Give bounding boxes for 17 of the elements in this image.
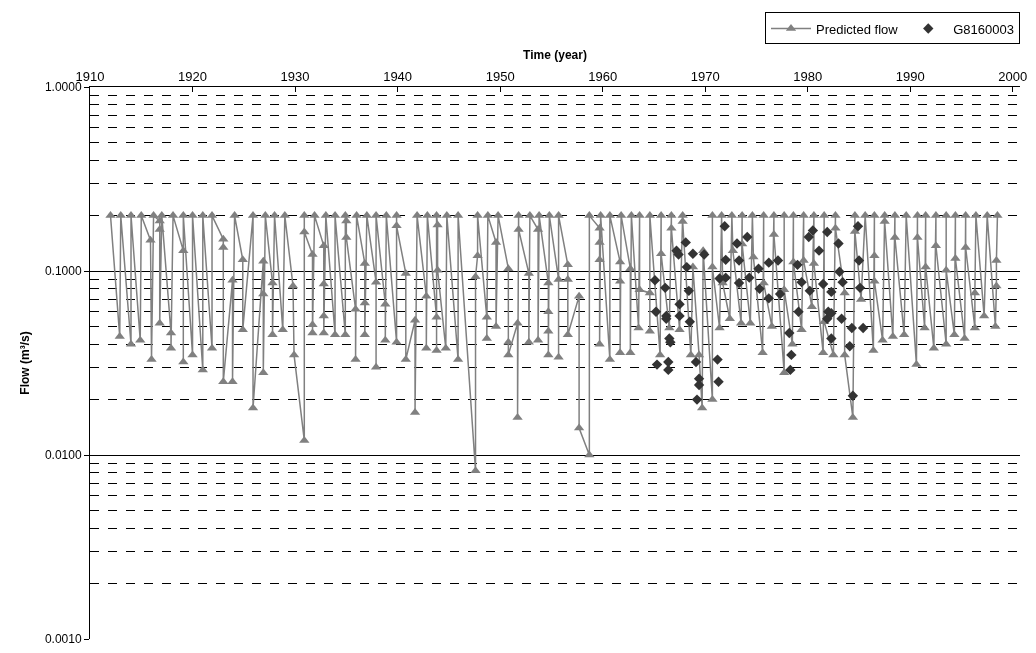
legend-label: Predicted flow [816,21,899,37]
y-tick-label: 1.0000 [44,80,82,95]
y-tick-label: 0.0010 [44,632,82,647]
x-tick-label: 1950 [485,68,515,84]
x-tick-label: 1930 [280,68,310,84]
legend-label: G8160003 [953,21,1014,37]
x-tick-label: 1990 [895,68,925,84]
x-tick-label: 1980 [793,68,823,84]
x-tick-label: 1920 [178,68,207,84]
x-tick-label: 1960 [588,68,618,84]
x-tick-label: 2000 [998,68,1028,84]
x-tick-label: 1970 [690,68,720,84]
x-tick-label: 1940 [383,68,413,84]
y-tick-label: 0.0100 [44,448,82,463]
y-tick-label: 0.1000 [44,264,82,279]
y-axis-title: Flow (m³/s) [18,331,33,395]
x-axis-title: Time (year) [523,48,587,63]
